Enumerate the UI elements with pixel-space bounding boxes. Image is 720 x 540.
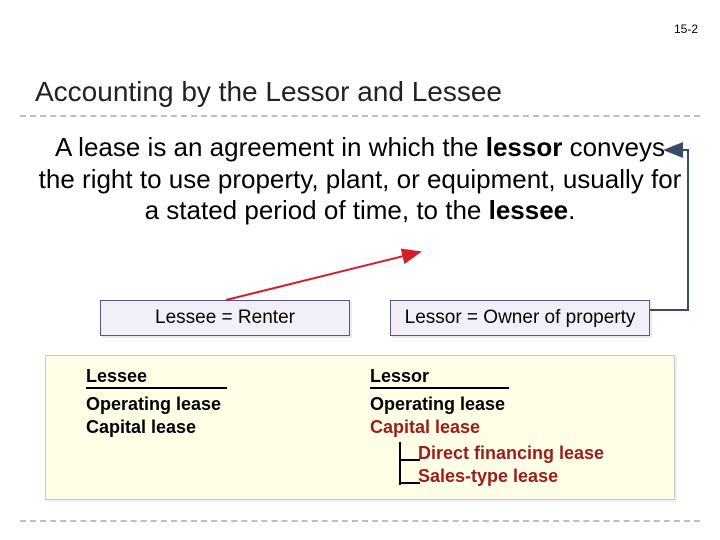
diagram-item: Operating lease (86, 393, 370, 416)
diagram-col-lessor: Lessor Operating lease Capital lease Dir… (370, 366, 654, 488)
lease-types-diagram: Lessee Operating lease Capital lease Les… (45, 355, 675, 500)
footer-divider (20, 520, 700, 522)
definition-box-lessee: Lessee = Renter (100, 300, 350, 336)
diagram-col-lessee: Lessee Operating lease Capital lease (86, 366, 370, 488)
body-paragraph: A lease is an agreement in which the les… (35, 132, 685, 227)
diagram-subitem: Sales-type lease (418, 465, 654, 488)
body-segment: A lease is an agreement in which the (55, 132, 486, 162)
keyword-lessee: lessee (489, 195, 569, 225)
diagram-item: Operating lease (370, 393, 654, 416)
diagram-subitem: Direct financing lease (418, 442, 654, 465)
definition-box-lessor: Lessor = Owner of property (390, 300, 650, 336)
title-divider (20, 115, 700, 117)
keyword-lessor: lessor (486, 132, 563, 162)
slide-title: Accounting by the Lessor and Lessee (35, 76, 502, 108)
diagram-subitems: Direct financing lease Sales-type lease (418, 442, 654, 488)
page-number: 15-2 (674, 22, 698, 36)
body-segment: . (568, 195, 575, 225)
col-header-lessor: Lessor (370, 366, 509, 389)
col-header-lessee: Lessee (86, 366, 227, 389)
diagram-item: Capital lease (370, 416, 654, 439)
diagram-item: Capital lease (86, 416, 370, 439)
